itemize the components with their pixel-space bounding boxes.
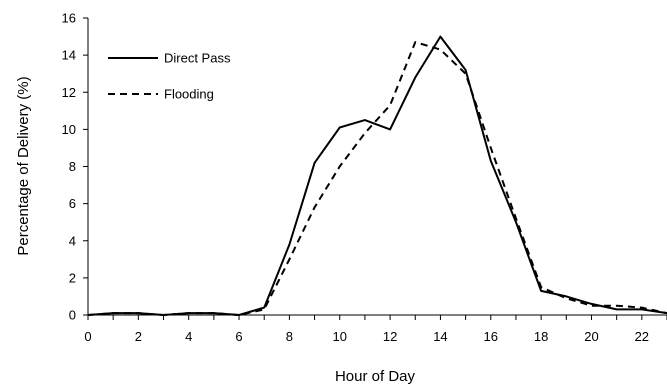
legend-label: Direct Pass [164,51,231,66]
x-axis-title: Hour of Day [335,368,416,385]
y-tick-label: 6 [69,196,76,211]
y-axis-title: Percentage of Delivery (%) [15,76,32,255]
x-tick-label: 8 [286,329,293,344]
legend: Direct Pass Flooding [108,51,231,102]
x-tick-label: 2 [135,329,142,344]
axes: 0 2 4 6 8 10 12 14 16 0 2 4 6 8 10 12 14 16 18 20 22 [62,11,667,344]
y-tick-label: 10 [62,122,76,137]
series-layer [87,35,667,316]
x-tick-label: 20 [584,329,598,344]
x-tick-label: 0 [84,329,91,344]
x-tick-label: 12 [383,329,397,344]
y-tick-label: 8 [69,159,76,174]
y-tick-label: 14 [62,48,76,63]
y-tick-label: 0 [69,308,76,323]
series-line-direct-pass [87,35,667,316]
x-tick-label: 4 [185,329,192,344]
x-tick-label: 14 [433,329,447,344]
x-tick-label: 6 [235,329,242,344]
x-tick-label: 16 [484,329,498,344]
x-tick-label: 18 [534,329,548,344]
series-line-flooding [87,41,667,316]
x-tick-label: 10 [333,329,347,344]
y-tick-label: 4 [69,233,76,248]
y-tick-label: 2 [69,270,76,285]
y-tick-label: 12 [62,85,76,100]
x-tick-label: 22 [635,329,649,344]
legend-label: Flooding [164,87,214,102]
y-tick-label: 16 [62,11,76,26]
